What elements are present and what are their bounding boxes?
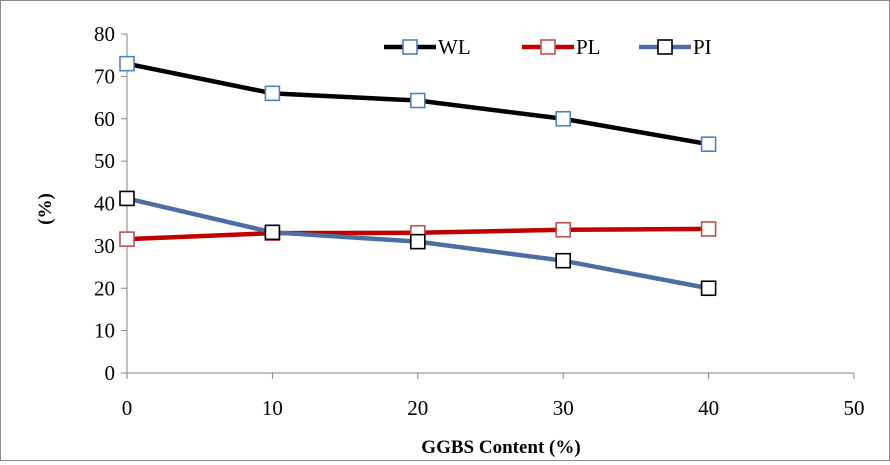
x-tick-label: 40 [698,396,719,420]
x-axis-title: GGBS Content (%) [421,437,580,458]
legend-marker-pi [657,39,673,55]
x-tick-label: 10 [262,396,283,420]
y-tick-labels: 0 10 20 30 40 50 60 70 80 [94,22,127,385]
x-tick-label: 30 [553,396,574,420]
y-tick-label: 30 [94,234,115,258]
data-point-wl [555,110,572,127]
data-point-wl [119,55,135,72]
y-tick-label: 80 [94,22,115,46]
y-tick-label: 10 [94,319,115,343]
legend: WL PL PI [384,35,712,59]
data-point-wl [700,136,717,152]
legend-label-pi: PI [693,35,712,59]
y-tick-label: 20 [94,276,115,300]
x-tick-label: 0 [122,396,133,420]
x-tick-label: 20 [407,396,428,420]
series-markers [119,55,717,297]
y-tick-label: 70 [94,64,115,88]
legend-label-pl: PL [576,35,601,59]
data-point-pi [409,233,426,250]
data-point-pl [119,231,135,247]
data-point-pi [264,224,281,241]
data-point-pl [555,221,572,238]
data-point-wl [264,85,281,102]
data-point-wl [409,92,426,109]
legend-marker-wl [402,39,418,55]
y-tick-label: 60 [94,107,115,131]
legend-label-wl: WL [438,35,471,59]
x-tick-labels: 0 10 20 30 40 50 [122,373,865,420]
data-point-pi [119,190,135,207]
y-axis-title: (%) [35,193,56,225]
data-point-pi [555,252,572,269]
legend-marker-pl [540,39,556,55]
y-tick-label: 0 [105,361,116,385]
x-tick-label: 50 [844,396,865,420]
data-point-pi [700,280,717,297]
y-tick-label: 40 [94,192,115,216]
data-point-pl [700,221,717,237]
y-tick-label: 50 [94,149,115,173]
